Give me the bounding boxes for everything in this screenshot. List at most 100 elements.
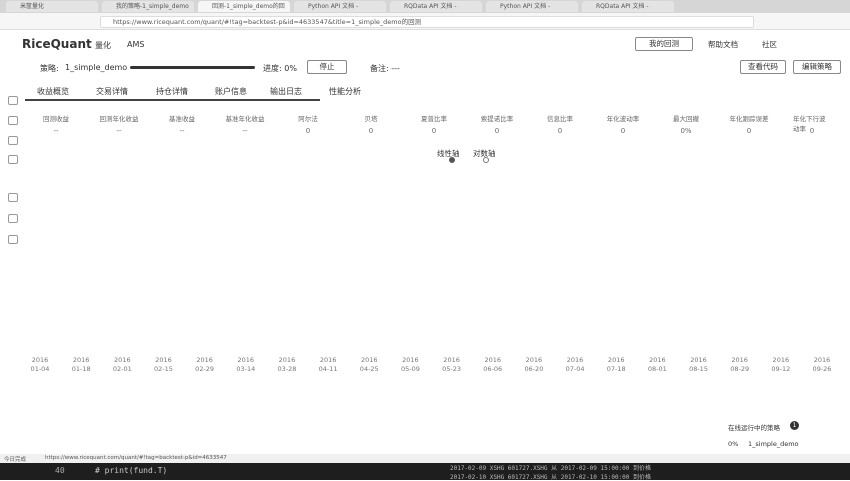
side-icon[interactable] [8, 235, 18, 244]
running-title: 在线运行中的策略 [728, 424, 780, 432]
x-label-part: 2016 [196, 356, 213, 364]
metric-name: 阿尔法 [298, 115, 318, 123]
x-label-part: 2016 [443, 356, 460, 364]
side-icon[interactable] [8, 116, 18, 125]
x-label-part: 02-01 [112, 365, 132, 373]
metric-name: 回测收益 [43, 115, 69, 123]
browser-tab[interactable]: Python API 文档 - RiceQuant [294, 1, 386, 12]
strategy-name: 1_simple_demo [65, 63, 128, 72]
x-label: 2016 07-04 [566, 356, 585, 374]
metric-value: 0 [746, 127, 752, 135]
x-label: 2016 05-09 [401, 356, 420, 374]
x-label: 2016 02-29 [195, 356, 214, 374]
x-label-part: 07-18 [606, 365, 626, 373]
x-label-part: 01-04 [30, 365, 50, 373]
header-button[interactable]: 我的回测 [635, 37, 693, 51]
metric-value: 0 [620, 127, 626, 135]
x-label: 2016 01-18 [72, 356, 91, 374]
x-label: 2016 06-06 [483, 356, 502, 374]
metric-name: 最大回撤 [673, 115, 699, 123]
x-label-part: 03-14 [236, 365, 256, 373]
browser-tab[interactable]: 回测-1_simple_demo的回测 [198, 1, 290, 12]
metric-value: 0 [494, 127, 500, 135]
x-label: 2016 03-28 [277, 356, 296, 374]
metric-name: 基准年化收益 [225, 115, 265, 123]
metric-value: 0% [680, 127, 692, 135]
stop-button[interactable]: 停止 [307, 60, 347, 74]
x-label: 2016 09-26 [813, 356, 832, 374]
side-icon[interactable] [8, 193, 18, 202]
logo[interactable]: RiceQuant [22, 37, 92, 51]
x-label-part: 2016 [566, 356, 584, 364]
browser-tab[interactable]: 我的策略-1_simple_demo [102, 1, 194, 12]
progress-bar [130, 66, 255, 69]
nav-tab[interactable]: 交易详情 [96, 87, 128, 96]
radio[interactable] [449, 157, 455, 163]
nav-tab[interactable]: 收益概览 [37, 87, 69, 96]
x-label-part: 08-01 [647, 365, 667, 373]
metric-value: 0 [431, 127, 437, 135]
browser-tab[interactable]: RQData API 文档 - RiceQuant [582, 1, 674, 12]
browser-tab[interactable]: Python API 文档 - RiceQuant [486, 1, 578, 12]
url[interactable]: https://www.ricequant.com/quant/#!tag=ba… [100, 16, 754, 28]
nav-tab[interactable]: 性能分析 [329, 87, 361, 96]
x-label: 2016 02-15 [154, 356, 173, 374]
x-label-part: 2016 [731, 356, 748, 364]
metric-value: -- [242, 127, 248, 135]
progress: 进度: 0% [263, 64, 297, 73]
x-label-part: 2016 [607, 356, 625, 364]
header-link[interactable]: 社区 [762, 40, 777, 49]
browser-tab[interactable]: 米筐量化 [6, 1, 98, 12]
x-label-part: 2016 [278, 356, 296, 364]
nav-tab[interactable]: 输出日志 [270, 87, 302, 96]
nav[interactable]: 量化 [95, 41, 111, 50]
side-icon[interactable] [8, 136, 18, 145]
status-bar [0, 454, 850, 463]
console [0, 463, 850, 480]
view-code[interactable]: 查看代码 [740, 60, 786, 74]
metric-name: 索提诺比率 [480, 115, 514, 123]
x-label: 2016 05-23 [442, 356, 461, 374]
badge: 1 [790, 421, 799, 430]
metric-name: 夏普比率 [421, 115, 447, 123]
side-icon[interactable] [8, 96, 18, 105]
running-progress: 0% [728, 440, 739, 448]
nav-tab[interactable]: 持仓详情 [156, 87, 188, 96]
browser-tab[interactable]: RQData API 文档 - RiceQuant [390, 1, 482, 12]
axis-mode[interactable]: 线性轴 [437, 149, 460, 158]
axis-mode[interactable]: 对数轴 [473, 149, 496, 158]
metric-value: -- [179, 127, 185, 135]
x-label: 2016 08-01 [648, 356, 667, 374]
header-link[interactable]: 帮助文档 [708, 40, 738, 49]
side-icon[interactable] [8, 214, 18, 223]
x-label-part: 2016 [649, 356, 666, 364]
x-label-part: 06-20 [524, 365, 544, 373]
x-label-part: 04-25 [359, 365, 379, 373]
x-label-part: 2016 [155, 356, 172, 364]
metric-name: 年化下行波动率 [793, 115, 826, 133]
code: # print(fund.T) [95, 466, 168, 475]
nav[interactable]: AMS [127, 40, 145, 49]
log: 2017-02-09 XSHG 601727.XSHG 从 2017-02-09… [450, 465, 652, 472]
log: 2017-02-10 XSHG 601727.XSHG 从 2017-02-10… [450, 474, 652, 481]
line-no: 40 [55, 466, 65, 475]
x-label-part: 2016 [237, 356, 255, 364]
x-label-part: 2016 [813, 356, 831, 364]
nav-tab[interactable]: 账户信息 [215, 87, 247, 96]
metric-name: 基准收益 [169, 115, 195, 123]
x-label-part: 2016 [484, 356, 502, 364]
metric-value: 0 [557, 127, 563, 135]
x-label-part: 2016 [690, 356, 707, 364]
metric-name: 信息比率 [547, 115, 573, 123]
x-label-part: 2016 [402, 356, 419, 364]
x-label: 2016 07-18 [607, 356, 626, 374]
status: 今日完成 [4, 457, 27, 463]
x-label: 2016 04-11 [319, 356, 338, 374]
side-icon[interactable] [8, 155, 18, 164]
radio[interactable] [483, 157, 489, 163]
x-label-part: 2016 [114, 356, 131, 364]
x-label-part: 04-11 [318, 365, 338, 373]
edit-strategy[interactable]: 编辑策略 [793, 60, 841, 74]
running-name[interactable]: 1_simple_demo [748, 440, 799, 448]
